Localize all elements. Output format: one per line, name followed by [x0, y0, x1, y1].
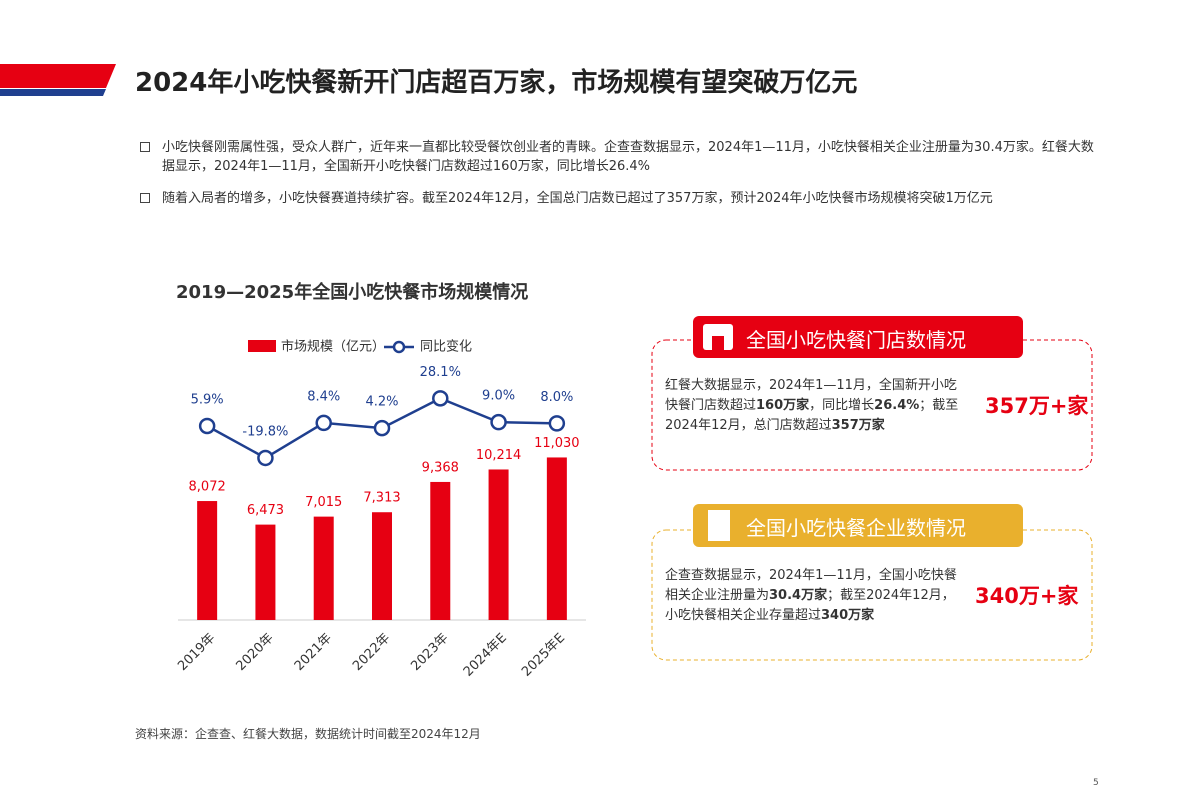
card-text: 企查查数据显示，2024年1—11月，全国小吃快餐相关企业注册量为30.4万家；…	[665, 566, 960, 626]
text: 26.4%	[874, 398, 920, 413]
bar-label: 7,313	[363, 491, 400, 506]
line-label: 28.1%	[420, 365, 461, 380]
card-highlight: 340万+家	[975, 584, 1079, 608]
text: 30.4万家	[769, 588, 828, 603]
x-tick-label: 2021年	[292, 631, 335, 674]
header-bar	[0, 64, 116, 88]
bar	[430, 481, 451, 620]
line-label: 9.0%	[482, 389, 515, 404]
card-title: 全国小吃快餐企业数情况	[746, 516, 966, 540]
legend-swatch	[392, 340, 406, 354]
x-tick-label: 2024年E	[461, 631, 510, 680]
text: 340万家	[821, 608, 875, 623]
text: ；截至2024年12月，总门店数超过	[665, 398, 959, 433]
text: 357万家	[831, 418, 885, 433]
legend-label: 市场规模（亿元）	[281, 339, 385, 355]
bar	[488, 469, 509, 620]
bar-label: 11,030	[534, 436, 580, 451]
bar-label: 9,368	[422, 460, 459, 475]
line-point	[257, 449, 274, 467]
legend-label: 同比变化	[420, 339, 472, 355]
x-tick-label: 2025年E	[519, 631, 568, 680]
text: 红餐大数据显示，2024年1—11月，全国新开小吃快餐门店数超过	[665, 378, 957, 413]
line-label: 5.9%	[191, 392, 224, 407]
card-highlight: 357万+家	[985, 394, 1089, 418]
page-title: 2024年小吃快餐新开门店超百万家，市场规模有望突破万亿元	[135, 68, 858, 98]
bullet: 小吃快餐刚需属性强，受众人群广，近年来一直都比较受餐饮创业者的青睐。企查查数据显…	[140, 138, 1097, 176]
text: ，同比增长	[809, 398, 875, 413]
x-tick-label: 2020年	[234, 631, 277, 674]
line-label: 8.4%	[307, 389, 340, 404]
bar-label: 8,072	[189, 480, 226, 495]
card-header	[693, 504, 1023, 547]
card-text: 红餐大数据显示，2024年1—11月，全国新开小吃快餐门店数超过160万家，同比…	[665, 376, 960, 436]
building-icon	[708, 510, 730, 541]
page-number: 5	[1093, 778, 1099, 788]
bar	[372, 512, 392, 620]
line-point	[490, 413, 507, 431]
line-point	[373, 419, 391, 437]
header-stripe	[0, 89, 106, 96]
bar-label: 10,214	[476, 448, 522, 463]
line-point	[432, 390, 449, 407]
line-point	[315, 414, 332, 432]
text: 160万家	[756, 398, 810, 413]
x-tick-label: 2019年	[175, 631, 218, 674]
card-header	[693, 316, 1023, 358]
line-label: -19.8%	[242, 424, 288, 439]
bar	[197, 501, 218, 620]
bar	[313, 516, 334, 620]
text: ；截至2024年12月，小吃快餐相关企业存量超过	[665, 588, 955, 623]
source: 资料来源：企查查、红餐大数据，数据统计时间截至2024年12月	[135, 727, 481, 741]
bar-label: 7,015	[305, 495, 342, 510]
x-tick-label: 2023年	[408, 631, 451, 674]
bar	[546, 457, 567, 620]
store-icon-door	[712, 336, 724, 350]
line-label: 8.0%	[540, 390, 573, 405]
bar	[255, 524, 276, 620]
legend-swatch	[248, 340, 276, 352]
card-title: 全国小吃快餐门店数情况	[746, 328, 966, 352]
text: 企查查数据显示，2024年1—11月，全国小吃快餐相关企业注册量为	[665, 568, 957, 603]
line-point	[198, 417, 216, 435]
line-label: 4.2%	[365, 395, 398, 410]
x-tick-label: 2022年	[350, 631, 393, 674]
chart-title: 2019—2025年全国小吃快餐市场规模情况	[176, 281, 528, 303]
bullet: 随着入局者的增多，小吃快餐赛道持续扩容。截至2024年12月，全国总门店数已超过…	[140, 189, 1097, 208]
bar-label: 6,473	[247, 503, 284, 518]
line-point	[548, 415, 566, 432]
